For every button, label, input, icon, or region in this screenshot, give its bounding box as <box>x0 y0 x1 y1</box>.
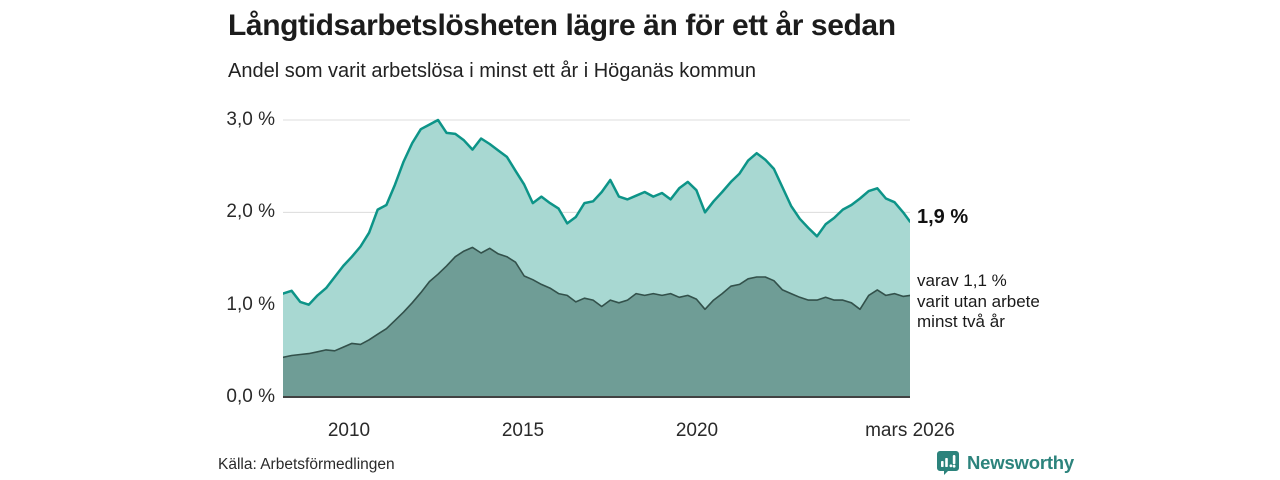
secondary-series-annotation: varav 1,1 % varit utan arbete minst två … <box>917 271 1040 333</box>
series-end-value-label: 1,9 % <box>917 206 969 228</box>
area-chart-svg <box>281 118 912 398</box>
chart-title: Långtidsarbetslösheten lägre än för ett … <box>228 9 896 42</box>
source-credit: Källa: Arbetsförmedlingen <box>218 456 395 473</box>
chart-subtitle: Andel som varit arbetslösa i minst ett å… <box>228 60 756 82</box>
area-chart-plot <box>281 115 912 400</box>
y-axis-tick-1: 1,0 % <box>226 294 275 315</box>
x-axis-tick-2020: 2020 <box>675 420 719 441</box>
newsworthy-brand-name: Newsworthy <box>967 452 1074 473</box>
annotation-line-1: varav 1,1 % <box>917 271 1007 290</box>
newsworthy-logo-icon <box>937 451 959 475</box>
annotation-line-2: varit utan arbete <box>917 291 1040 311</box>
y-axis-tick-3: 3,0 % <box>226 109 275 130</box>
y-axis-tick-0: 0,0 % <box>226 386 275 407</box>
y-axis-tick-2: 2,0 % <box>226 201 275 222</box>
x-axis-tick-mars-2026: mars 2026 <box>865 420 955 441</box>
x-axis-tick-2010: 2010 <box>327 420 371 441</box>
newsworthy-brand: Newsworthy <box>936 450 1074 476</box>
annotation-line-3: minst två år <box>917 312 1005 331</box>
x-axis-tick-2015: 2015 <box>501 420 545 441</box>
